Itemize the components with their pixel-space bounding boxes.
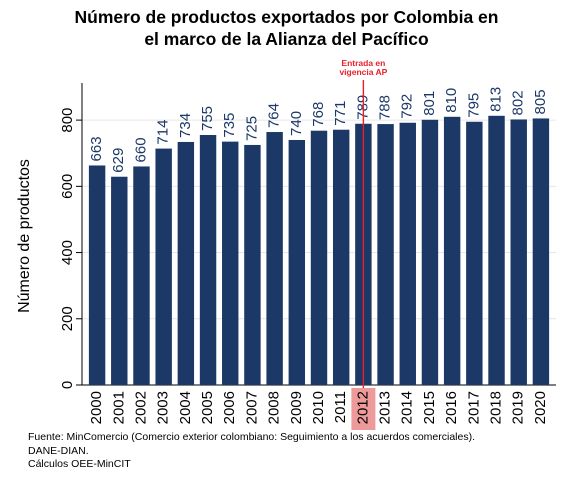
annotation-text-line: vigencia AP: [339, 67, 387, 77]
value-label: 801: [421, 91, 438, 116]
bar-2019: [510, 119, 527, 386]
value-label: 813: [487, 87, 504, 112]
x-tick-label: 2011: [332, 391, 349, 423]
bar-2016: [443, 116, 461, 386]
value-label: 714: [155, 120, 172, 145]
bar-2018: [488, 115, 505, 385]
value-label: 764: [266, 103, 283, 128]
x-tick-label: 2007: [243, 391, 260, 424]
x-tick-label: 2000: [88, 391, 105, 424]
bar-2013: [377, 124, 394, 385]
x-tick-label: 2004: [177, 391, 194, 424]
bar-2015: [421, 119, 439, 385]
x-tick-label: 2012: [354, 391, 371, 424]
value-label: 771: [332, 101, 349, 126]
x-tick-label: 2019: [510, 391, 527, 424]
x-tick-label: 2002: [132, 391, 149, 424]
value-label: 802: [510, 90, 527, 115]
bar-2001: [111, 176, 128, 385]
bar-2004: [177, 141, 195, 385]
x-tick-labels: 2000 2001 2002 2003 2004 2005 2006 2007 2008 2009…: [88, 391, 549, 424]
annotation-text-line: Entrada en: [341, 58, 385, 68]
bar-2006: [222, 141, 239, 385]
value-labels: 6636296607147347557357257647407687717897…: [88, 87, 549, 173]
value-label: 734: [177, 113, 194, 138]
y-tick-label: 200: [59, 306, 76, 331]
value-label: 795: [465, 93, 482, 118]
bar-2011: [332, 129, 350, 385]
x-tick-label: 2008: [266, 391, 283, 424]
source-line: Cálculos OEE-MinCIT: [28, 458, 131, 470]
y-tick-label: 0: [59, 381, 76, 389]
value-label: 740: [288, 111, 305, 136]
chart-title: Número de productos exportados por Colom…: [74, 7, 499, 49]
bar-2017: [466, 121, 483, 386]
source-line: Fuente: MinComercio (Comercio exterior c…: [28, 431, 476, 443]
x-tick-label: 2015: [421, 391, 438, 424]
value-label: 735: [221, 113, 238, 138]
x-tick-label: 2014: [399, 391, 416, 424]
x-tick-label: 2001: [110, 391, 127, 424]
bar-2005: [199, 135, 217, 385]
value-label: 660: [132, 137, 149, 162]
x-tick-label: 2010: [310, 391, 327, 424]
bar-chart: 0 200 400 600 800 663 629 660 714 734 755 735 725 76…: [16, 58, 556, 430]
bar-2003: [155, 148, 172, 385]
bar-2009: [288, 139, 306, 385]
highlight-band: [351, 388, 376, 430]
y-tick-label: 800: [59, 108, 76, 133]
bar-2020: [532, 118, 550, 385]
x-tick-label: 2003: [155, 391, 172, 424]
value-label: 629: [110, 148, 127, 173]
x-tick-label: 2005: [199, 391, 216, 424]
bar-2010: [310, 130, 328, 385]
x-tick-label: 2016: [443, 391, 460, 424]
bar-2008: [266, 132, 283, 385]
source-line: DANE-DIAN.: [28, 444, 89, 457]
value-label: 788: [377, 95, 394, 120]
bar-2000: [88, 165, 106, 385]
x-tick-label: 2006: [221, 391, 238, 424]
bars: [88, 115, 550, 386]
value-label: 663: [88, 136, 105, 161]
value-label: 805: [532, 89, 549, 114]
x-tick-label: 2013: [377, 391, 394, 424]
x-tick-label: 2020: [532, 391, 549, 424]
y-tick-label: 400: [59, 240, 76, 265]
value-label: 768: [310, 102, 327, 127]
highlight-2012: [351, 388, 376, 430]
x-tick-label: 2009: [288, 391, 305, 424]
y-axis-label: Número de productos: [16, 159, 33, 313]
value-label: 725: [243, 116, 260, 141]
bar-2007: [244, 144, 261, 385]
value-label: 755: [199, 106, 216, 131]
y-tick-label: 600: [59, 174, 76, 199]
x-tick-label: 2017: [465, 391, 482, 424]
value-label: 792: [399, 94, 416, 119]
bar-2014: [399, 122, 416, 385]
x-tick-label: 2018: [487, 391, 504, 424]
bar-2002: [133, 166, 150, 385]
source-note: Fuente: MinComercio (Comercio exterior c…: [28, 431, 568, 472]
value-label: 810: [443, 88, 460, 113]
